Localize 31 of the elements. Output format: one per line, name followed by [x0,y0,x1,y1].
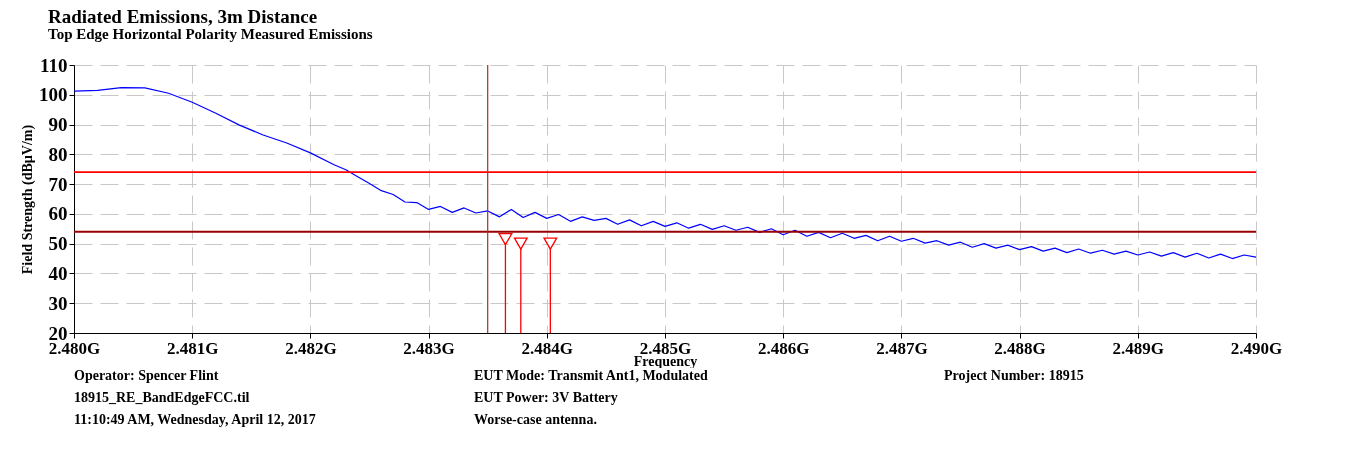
x-tick-label: 2.487G [876,338,928,358]
y-tick-label: 60 [48,203,68,225]
y-tick-label: 100 [39,84,68,106]
x-tick-label: 2.490G [1230,338,1283,358]
y-tick-label: 70 [48,173,68,195]
text: EUT Mode: Transmit Ant1, Modulated [474,368,709,385]
x-tick-label: 2.482G [285,338,337,358]
x-tick-label: 2.486G [757,338,810,358]
x-tick-label: 2.484G [521,338,574,358]
x-tick-label: 2.483G [403,338,455,358]
y-tick-label: 90 [48,114,68,136]
text: 18915_RE_BandEdgeFCC.til [74,390,251,407]
text: 11:10:49 AM, Wednesday, April 12, 2017 [74,412,317,429]
text: Project Number: 18915 [944,368,1085,385]
y-tick-label: 30 [48,292,68,314]
chart-title: Radiated Emissions, 3m Distance [48,6,318,27]
text: EUT Power: 3V Battery [474,390,619,407]
line-series [73,87,1257,260]
y-tick-label: 50 [48,233,68,255]
x-axis-title: Frequency [633,353,698,369]
text: Operator: Spencer Flint [74,368,220,385]
x-tick-label: 2.481G [166,338,219,358]
y-axis-title: Field Strength (dBµV/m) [20,124,36,275]
y-tick-label: 80 [48,143,68,165]
x-tick-label: 2.489G [1112,338,1165,358]
y-tick-label: 40 [48,262,68,284]
y-tick-label: 110 [40,54,68,76]
text: Worse-case antenna. [474,412,598,429]
chart-subtitle: Top Edge Horizontal Polarity Measured Emissions [48,26,373,42]
y-tick-label: 20 [48,322,68,344]
x-tick-label: 2.488G [994,338,1046,358]
